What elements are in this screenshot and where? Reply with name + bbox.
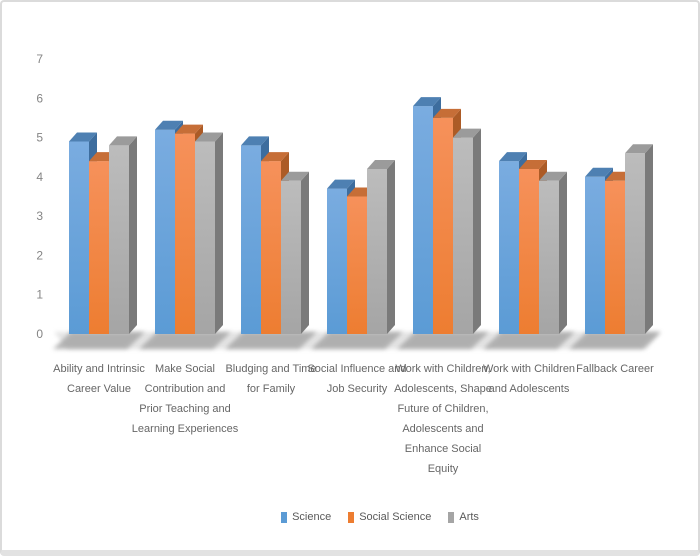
bar-arts-6-front: [625, 153, 645, 334]
bar-social-science-2-front: [261, 161, 281, 334]
bar-arts-0-side: [129, 136, 137, 334]
legend-item-social-science: Social Science: [348, 511, 431, 523]
bar-social-science-0-front: [89, 161, 109, 334]
bar-science-0-front: [69, 141, 89, 334]
y-tick-label: 5: [36, 131, 43, 145]
bar-social-science-6-front: [605, 180, 625, 334]
bar-science-1-front: [155, 129, 175, 334]
bar-arts-5-side: [559, 171, 567, 334]
legend-marker-arts: [448, 511, 455, 523]
legend-marker-social-science: [348, 511, 355, 523]
bar-arts-3-top: [367, 160, 395, 169]
bar-science-2-top: [241, 136, 269, 146]
bar-arts-1-side: [215, 132, 223, 334]
bar-science-2-front: [241, 145, 261, 334]
bar-social-science-1-top: [175, 124, 203, 134]
bar-arts-3-side: [387, 160, 395, 334]
bar-arts-1-top: [195, 132, 223, 142]
legend-item-science: Science: [281, 511, 331, 523]
bar-social-science-2-top: [261, 152, 289, 162]
legend-item-arts: Arts: [448, 511, 479, 523]
bar-arts-6-top: [625, 144, 653, 154]
y-tick-label: 6: [36, 91, 43, 105]
bar-arts-2-top: [281, 171, 309, 181]
bar-arts-2-front: [281, 180, 301, 334]
bar-arts-4-side: [473, 128, 481, 334]
bar-science-1-top: [155, 120, 183, 130]
bar-arts-4-top: [453, 128, 481, 138]
bar-arts-2-side: [301, 171, 309, 334]
bar-arts-3-front: [367, 169, 387, 334]
group-shadow: [483, 332, 575, 349]
y-tick-label: 3: [36, 209, 43, 223]
group-shadow: [139, 332, 231, 349]
bar-science-0-top: [69, 132, 97, 142]
legend-label: Science: [292, 511, 332, 523]
y-tick-label: 0: [36, 327, 43, 341]
bar-science-5-top: [499, 152, 527, 162]
chart-legend: Science Social Science Arts: [32, 511, 698, 523]
bar-social-science-1-front: [175, 133, 195, 334]
bar-social-science-3-front: [347, 196, 367, 334]
y-tick-label: 4: [36, 170, 43, 184]
bar-arts-1-front: [195, 141, 215, 334]
legend-marker-science: [281, 511, 288, 523]
bar-social-science-5-top: [519, 160, 547, 169]
group-shadow: [311, 332, 403, 349]
bar-science-3-front: [327, 188, 347, 334]
bar-science-6-front: [585, 176, 605, 334]
group-shadow: [53, 332, 145, 349]
bar-social-science-4-front: [433, 117, 453, 335]
bar-science-4-top: [413, 97, 441, 107]
bar-arts-4-front: [453, 137, 473, 334]
bar-arts-0-top: [109, 136, 137, 146]
bar-social-science-5-front: [519, 169, 539, 334]
y-tick-label: 7: [36, 52, 43, 66]
y-tick-label: 1: [36, 288, 43, 302]
group-shadow: [569, 332, 661, 349]
bar-arts-5-front: [539, 180, 559, 334]
bar-science-4-front: [413, 106, 433, 334]
bar-arts-6-side: [645, 144, 653, 334]
group-shadow: [225, 332, 317, 349]
bar-science-5-front: [499, 161, 519, 334]
bar-social-science-4-top: [433, 108, 461, 118]
bar-science-3-top: [327, 179, 355, 189]
bar-arts-0-front: [109, 145, 129, 334]
group-shadow: [397, 332, 489, 349]
legend-label: Arts: [459, 511, 479, 523]
bar-arts-5-top: [539, 171, 567, 181]
legend-label: Social Science: [359, 511, 432, 523]
bar-science-6-top: [585, 167, 613, 177]
y-tick-label: 2: [36, 248, 43, 262]
